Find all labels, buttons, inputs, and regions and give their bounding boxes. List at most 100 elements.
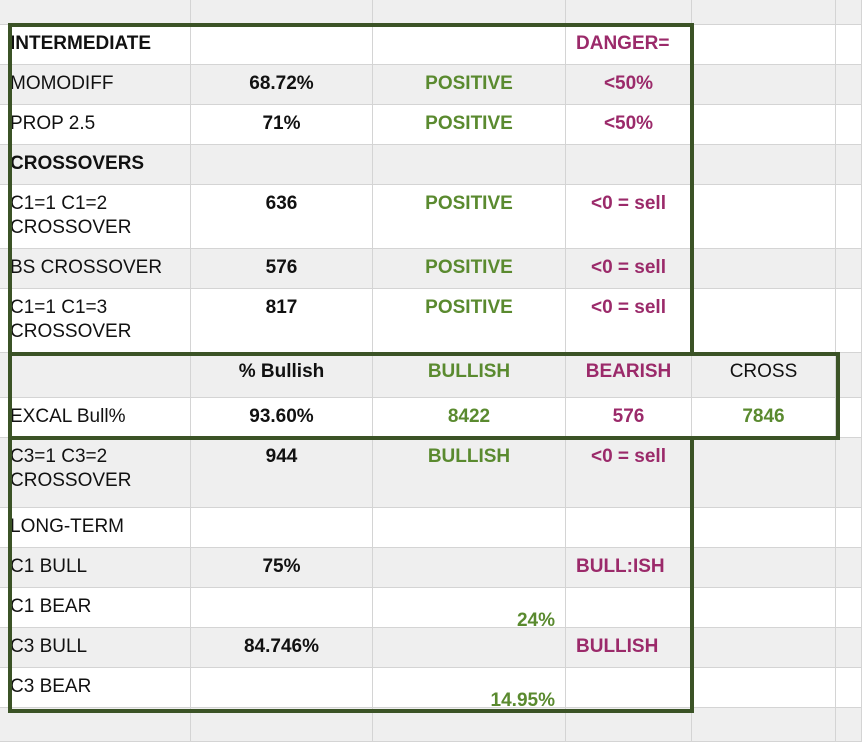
cell-r6-b[interactable]: 576 xyxy=(191,249,373,289)
header-row-cell[interactable] xyxy=(0,0,191,25)
cell-r13-f[interactable] xyxy=(836,588,862,628)
cell-r14-e[interactable] xyxy=(692,628,836,668)
cell-r3-e[interactable] xyxy=(692,105,836,145)
cell-r7-e[interactable] xyxy=(692,289,836,353)
cell-r5-b[interactable]: 636 xyxy=(191,185,373,249)
cell-r6-a[interactable]: BS CROSSOVER xyxy=(0,249,191,289)
cell-r9-e[interactable]: 7846 xyxy=(692,398,836,438)
cell-r4-b[interactable] xyxy=(191,145,373,185)
cell-r4-a[interactable]: CROSSOVERS xyxy=(0,145,191,185)
cell-r9-c[interactable]: 8422 xyxy=(373,398,566,438)
cell-r4-f[interactable] xyxy=(836,145,862,185)
cell-r15-e[interactable] xyxy=(692,668,836,708)
cell-r8-f[interactable] xyxy=(836,353,862,398)
cell-r8-a[interactable] xyxy=(0,353,191,398)
cell-r14-d[interactable]: BULLISH xyxy=(566,628,692,668)
cell-r7-a[interactable]: C1=1 C1=3 CROSSOVER xyxy=(0,289,191,353)
footer-row-cell[interactable] xyxy=(0,708,191,742)
cell-r13-d[interactable] xyxy=(566,588,692,628)
cell-r10-e[interactable] xyxy=(692,438,836,508)
cell-r2-a[interactable]: MOMODIFF xyxy=(0,65,191,105)
footer-row-cell[interactable] xyxy=(373,708,566,742)
cell-r15-c[interactable]: 14.95% xyxy=(373,668,566,708)
cell-r7-f[interactable] xyxy=(836,289,862,353)
cell-r11-c[interactable] xyxy=(373,508,566,548)
cell-r15-b[interactable] xyxy=(191,668,373,708)
cell-r8-b[interactable]: % Bullish xyxy=(191,353,373,398)
cell-r3-d[interactable]: <50% xyxy=(566,105,692,145)
cell-r10-c[interactable]: BULLISH xyxy=(373,438,566,508)
cell-r1-e[interactable] xyxy=(692,25,836,65)
header-row-cell[interactable] xyxy=(566,0,692,25)
cell-r2-e[interactable] xyxy=(692,65,836,105)
cell-r15-d[interactable] xyxy=(566,668,692,708)
cell-r4-e[interactable] xyxy=(692,145,836,185)
cell-r10-f[interactable] xyxy=(836,438,862,508)
cell-r6-e[interactable] xyxy=(692,249,836,289)
cell-r7-b[interactable]: 817 xyxy=(191,289,373,353)
cell-r15-a[interactable]: C3 BEAR xyxy=(0,668,191,708)
cell-r5-a[interactable]: C1=1 C1=2 CROSSOVER xyxy=(0,185,191,249)
cell-r3-c[interactable]: POSITIVE xyxy=(373,105,566,145)
cell-r1-b[interactable] xyxy=(191,25,373,65)
cell-r7-c[interactable]: POSITIVE xyxy=(373,289,566,353)
cell-r13-c[interactable]: 24% xyxy=(373,588,566,628)
cell-r14-b[interactable]: 84.746% xyxy=(191,628,373,668)
cell-r11-d[interactable] xyxy=(566,508,692,548)
cell-r9-f[interactable] xyxy=(836,398,862,438)
cell-r13-e[interactable] xyxy=(692,588,836,628)
cell-r8-e[interactable]: CROSS xyxy=(692,353,836,398)
cell-r4-c[interactable] xyxy=(373,145,566,185)
cell-r2-f[interactable] xyxy=(836,65,862,105)
cell-r9-d[interactable]: 576 xyxy=(566,398,692,438)
cell-r8-d[interactable]: BEARISH xyxy=(566,353,692,398)
cell-r3-f[interactable] xyxy=(836,105,862,145)
cell-r9-a[interactable]: EXCAL Bull% xyxy=(0,398,191,438)
cell-r12-f[interactable] xyxy=(836,548,862,588)
cell-r11-a[interactable]: LONG-TERM xyxy=(0,508,191,548)
footer-row-cell[interactable] xyxy=(692,708,836,742)
cell-r5-d[interactable]: <0 = sell xyxy=(566,185,692,249)
cell-r3-b[interactable]: 71% xyxy=(191,105,373,145)
cell-r10-d[interactable]: <0 = sell xyxy=(566,438,692,508)
cell-r3-a[interactable]: PROP 2.5 xyxy=(0,105,191,145)
header-row-cell[interactable] xyxy=(191,0,373,25)
cell-r14-a[interactable]: C3 BULL xyxy=(0,628,191,668)
cell-r7-d[interactable]: <0 = sell xyxy=(566,289,692,353)
cell-r14-f[interactable] xyxy=(836,628,862,668)
cell-r11-b[interactable] xyxy=(191,508,373,548)
header-row-cell[interactable] xyxy=(836,0,862,25)
footer-row-cell[interactable] xyxy=(566,708,692,742)
cell-r1-d[interactable]: DANGER= xyxy=(566,25,692,65)
cell-r9-b[interactable]: 93.60% xyxy=(191,398,373,438)
cell-r14-c[interactable] xyxy=(373,628,566,668)
cell-r1-a[interactable]: INTERMEDIATE xyxy=(0,25,191,65)
cell-r12-b[interactable]: 75% xyxy=(191,548,373,588)
cell-r13-b[interactable] xyxy=(191,588,373,628)
cell-r8-c[interactable]: BULLISH xyxy=(373,353,566,398)
header-row-cell[interactable] xyxy=(373,0,566,25)
header-row-cell[interactable] xyxy=(692,0,836,25)
cell-r2-c[interactable]: POSITIVE xyxy=(373,65,566,105)
cell-r2-b[interactable]: 68.72% xyxy=(191,65,373,105)
cell-r5-e[interactable] xyxy=(692,185,836,249)
footer-row-cell[interactable] xyxy=(191,708,373,742)
cell-r15-f[interactable] xyxy=(836,668,862,708)
cell-r10-a[interactable]: C3=1 C3=2 CROSSOVER xyxy=(0,438,191,508)
cell-r1-f[interactable] xyxy=(836,25,862,65)
cell-r12-a[interactable]: C1 BULL xyxy=(0,548,191,588)
cell-r10-b[interactable]: 944 xyxy=(191,438,373,508)
cell-r12-e[interactable] xyxy=(692,548,836,588)
cell-r5-c[interactable]: POSITIVE xyxy=(373,185,566,249)
footer-row-cell[interactable] xyxy=(836,708,862,742)
cell-r12-c[interactable] xyxy=(373,548,566,588)
cell-r1-c[interactable] xyxy=(373,25,566,65)
cell-r12-d[interactable]: BULL:ISH xyxy=(566,548,692,588)
cell-r6-d[interactable]: <0 = sell xyxy=(566,249,692,289)
cell-r6-c[interactable]: POSITIVE xyxy=(373,249,566,289)
cell-r4-d[interactable] xyxy=(566,145,692,185)
cell-r2-d[interactable]: <50% xyxy=(566,65,692,105)
cell-r11-f[interactable] xyxy=(836,508,862,548)
cell-r5-f[interactable] xyxy=(836,185,862,249)
cell-r11-e[interactable] xyxy=(692,508,836,548)
